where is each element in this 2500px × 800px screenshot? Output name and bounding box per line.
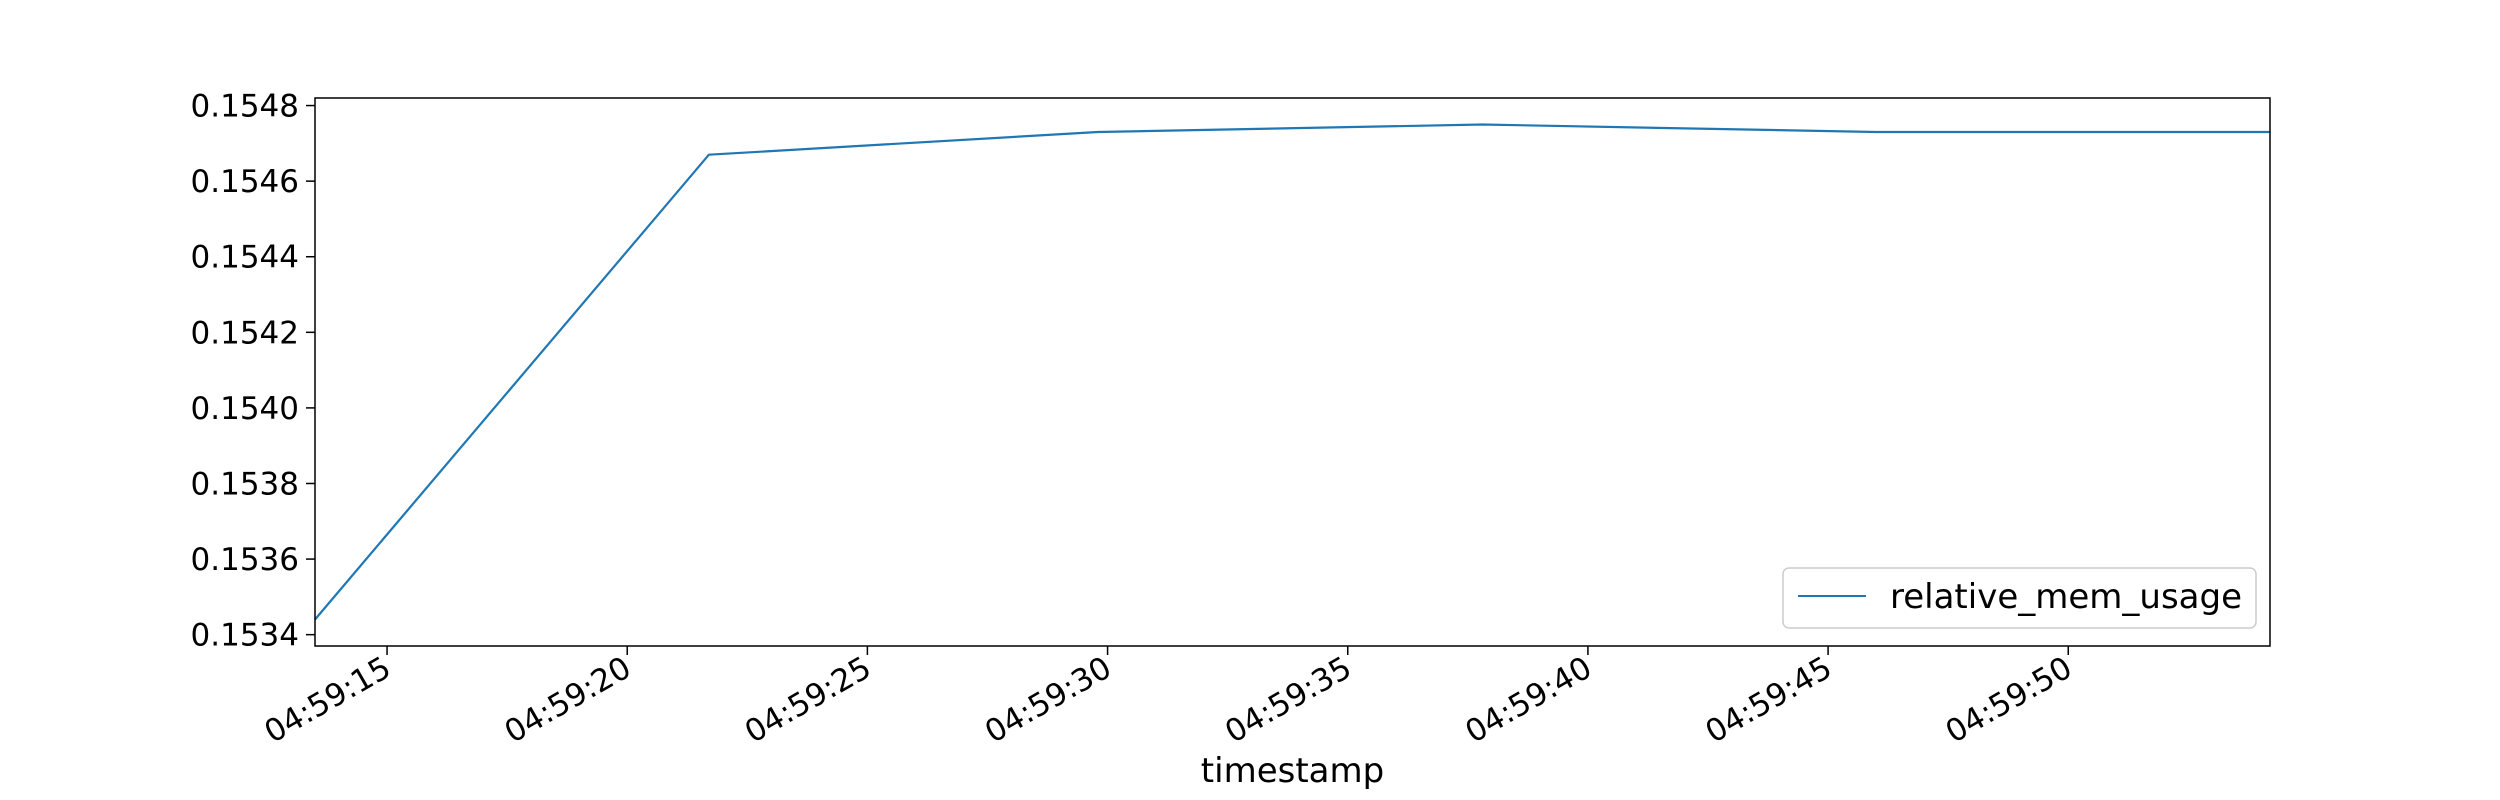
x-tick-label: 04:59:30 bbox=[979, 650, 1118, 751]
y-tick-label: 0.1540 bbox=[191, 391, 299, 427]
y-tick-label: 0.1544 bbox=[191, 240, 299, 276]
x-tick-label: 04:59:25 bbox=[739, 650, 878, 751]
x-tick-label: 04:59:20 bbox=[499, 650, 638, 751]
legend: relative_mem_usage bbox=[1782, 567, 2257, 629]
plot-area bbox=[315, 98, 2270, 646]
series-layer bbox=[314, 123, 2270, 621]
y-tick-label: 0.1546 bbox=[191, 164, 299, 200]
x-axis: 04:59:15 04:59:20 04:59:25 04:59:30 04:59:35… bbox=[258, 646, 2078, 751]
plot-frame bbox=[314, 97, 2271, 647]
legend-label: relative_mem_usage bbox=[1890, 577, 2242, 617]
y-tick-label: 0.1542 bbox=[191, 315, 299, 351]
y-axis: 0.1534 0.1536 0.1538 0.1540 0.1542 0.1544 0.15… bbox=[191, 89, 315, 654]
x-tick-label: 04:59:45 bbox=[1700, 650, 1839, 751]
y-tick-label: 0.1534 bbox=[191, 618, 299, 654]
x-tick-label: 04:59:40 bbox=[1459, 650, 1598, 751]
series-line-0 bbox=[314, 123, 2270, 621]
x-axis-title: timestamp bbox=[1201, 751, 1384, 791]
x-tick-label: 04:59:35 bbox=[1219, 650, 1358, 751]
y-tick-label: 0.1538 bbox=[191, 466, 299, 502]
y-tick-label: 0.1548 bbox=[191, 89, 299, 125]
y-tick-label: 0.1536 bbox=[191, 542, 299, 578]
x-tick-label: 04:59:15 bbox=[258, 650, 397, 751]
legend-box bbox=[1782, 567, 2257, 629]
x-tick-label: 04:59:50 bbox=[1940, 650, 2079, 751]
